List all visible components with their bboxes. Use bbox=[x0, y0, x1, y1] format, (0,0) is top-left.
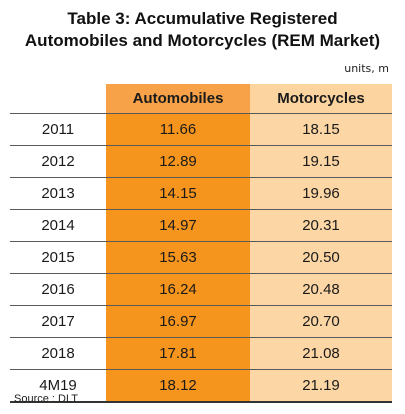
table-row: 2013 14.15 19.96 bbox=[10, 177, 392, 210]
automobiles-cell: 16.97 bbox=[106, 305, 250, 338]
data-table: Automobiles Motorcycles 2011 11.66 18.15 20… bbox=[10, 84, 392, 403]
table-row: 2011 11.66 18.15 bbox=[10, 113, 392, 146]
table-row: 2016 16.24 20.48 bbox=[10, 273, 392, 306]
motorcycles-cell: 21.08 bbox=[250, 337, 392, 370]
table-row: 2014 14.97 20.31 bbox=[10, 209, 392, 242]
units-label: units, m bbox=[344, 62, 389, 75]
header-automobiles: Automobiles bbox=[106, 84, 250, 114]
automobiles-cell: 15.63 bbox=[106, 241, 250, 274]
year-cell: 2013 bbox=[10, 177, 106, 210]
table-title: Table 3: Accumulative Registered Automob… bbox=[0, 8, 405, 52]
motorcycles-cell: 20.70 bbox=[250, 305, 392, 338]
year-cell: 2014 bbox=[10, 209, 106, 242]
header-row: Automobiles Motorcycles bbox=[10, 84, 392, 114]
year-cell: 2015 bbox=[10, 241, 106, 274]
motorcycles-cell: 19.15 bbox=[250, 145, 392, 178]
motorcycles-cell: 20.48 bbox=[250, 273, 392, 306]
header-year bbox=[10, 84, 106, 114]
automobiles-cell: 14.97 bbox=[106, 209, 250, 242]
year-cell: 2016 bbox=[10, 273, 106, 306]
header-motorcycles: Motorcycles bbox=[250, 84, 392, 114]
year-cell: 2017 bbox=[10, 305, 106, 338]
title-line-2: Automobiles and Motorcycles (REM Market) bbox=[24, 31, 381, 50]
motorcycles-cell: 19.96 bbox=[250, 177, 392, 210]
table-body: 2011 11.66 18.15 2012 12.89 19.15 2013 14.15 19.… bbox=[10, 113, 392, 403]
automobiles-cell: 16.24 bbox=[106, 273, 250, 306]
table-row: 2018 17.81 21.08 bbox=[10, 337, 392, 370]
motorcycles-cell: 20.31 bbox=[250, 209, 392, 242]
motorcycles-cell: 18.15 bbox=[250, 113, 392, 146]
motorcycles-cell: 20.50 bbox=[250, 241, 392, 274]
title-line-1: Table 3: Accumulative Registered bbox=[67, 9, 338, 28]
automobiles-cell: 18.12 bbox=[106, 369, 250, 403]
motorcycles-cell: 21.19 bbox=[250, 369, 392, 403]
automobiles-cell: 12.89 bbox=[106, 145, 250, 178]
table-row: 2017 16.97 20.70 bbox=[10, 305, 392, 338]
table-row: 4M19 18.12 21.19 bbox=[10, 369, 392, 403]
year-cell: 2018 bbox=[10, 337, 106, 370]
automobiles-cell: 11.66 bbox=[106, 113, 250, 146]
source-note: Source : DLT bbox=[14, 393, 78, 405]
automobiles-cell: 14.15 bbox=[106, 177, 250, 210]
automobiles-cell: 17.81 bbox=[106, 337, 250, 370]
table-row: 2012 12.89 19.15 bbox=[10, 145, 392, 178]
year-cell: 2011 bbox=[10, 113, 106, 146]
year-cell: 2012 bbox=[10, 145, 106, 178]
year-cell: 4M19 bbox=[10, 369, 106, 403]
table-row: 2015 15.63 20.50 bbox=[10, 241, 392, 274]
